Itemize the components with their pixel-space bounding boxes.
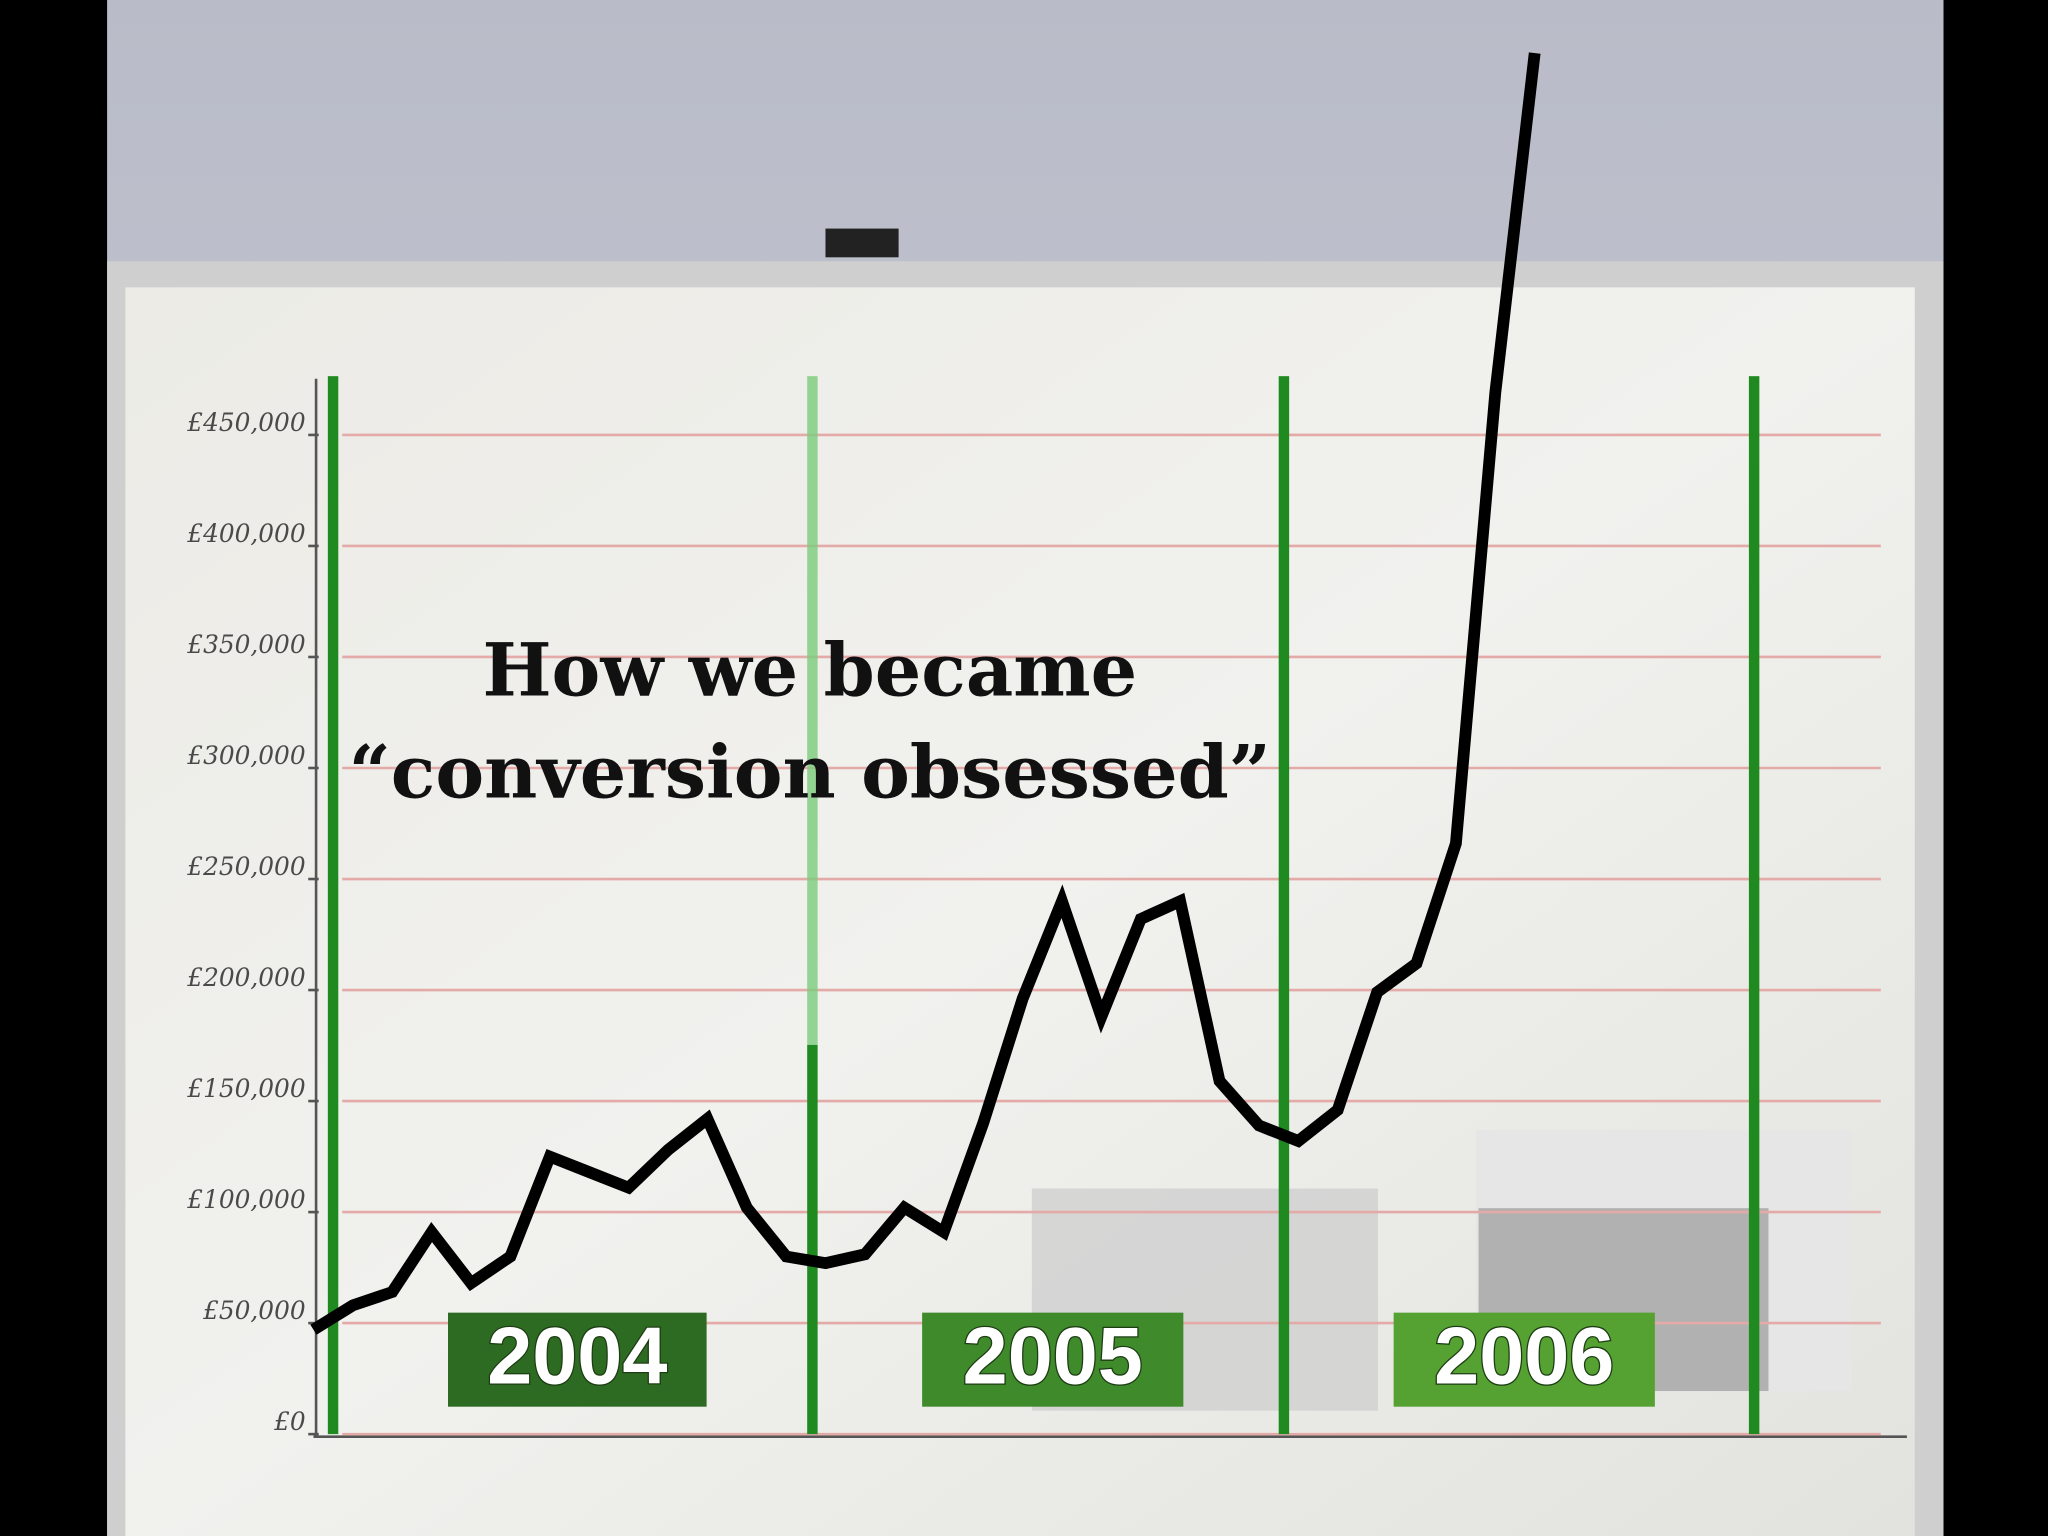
clip — [825, 228, 899, 258]
year-label: 2005 — [963, 1312, 1143, 1402]
y-tick-label: £400,000 — [186, 519, 305, 548]
y-tick-label: £50,000 — [202, 1296, 306, 1325]
year-box — [1393, 1312, 1655, 1407]
y-tick-label: £350,000 — [186, 630, 305, 659]
chart-title: “conversion obsessed” — [349, 729, 1271, 815]
chart-title: How we became — [482, 628, 1137, 714]
divider — [1278, 376, 1290, 1435]
divider — [807, 1044, 818, 1435]
y-tick-label: £100,000 — [186, 1185, 305, 1214]
y-tick-label: £250,000 — [186, 852, 305, 881]
y-tick-label: £300,000 — [186, 741, 305, 770]
divider — [327, 376, 339, 1435]
year-label: 2004 — [487, 1312, 667, 1402]
data-line — [310, 52, 1541, 1335]
year-label: 2006 — [1434, 1312, 1614, 1402]
year-dividers — [327, 376, 1760, 1435]
y-tick-label: £200,000 — [186, 963, 305, 992]
y-tick-label: £150,000 — [186, 1074, 305, 1103]
year-labels: 2004 2005 2006 — [448, 1310, 1655, 1407]
year-box — [448, 1312, 707, 1407]
divider — [1748, 376, 1760, 1435]
y-tick-label: £450,000 — [186, 408, 305, 437]
year-box — [922, 1312, 1184, 1407]
y-tick-label: £0 — [273, 1407, 306, 1436]
divider — [807, 376, 818, 1045]
